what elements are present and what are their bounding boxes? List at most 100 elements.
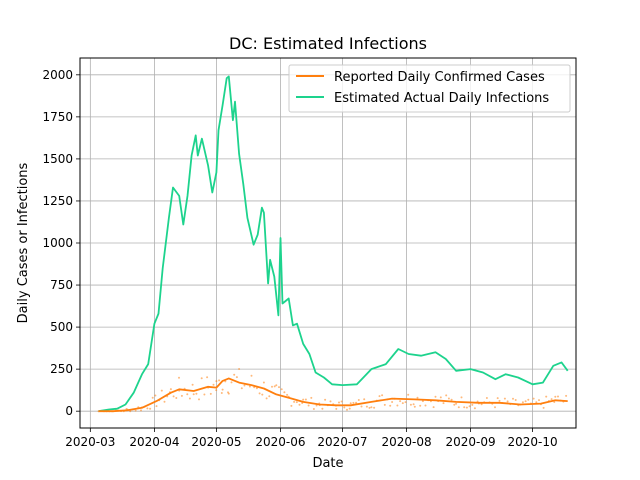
reported-daily-point	[432, 406, 435, 409]
reported-daily-point	[273, 385, 276, 388]
series-lines	[98, 75, 569, 413]
reported-daily-point	[278, 386, 280, 389]
reported-daily-point	[542, 406, 545, 409]
reported-daily-point	[514, 399, 517, 401]
reported-daily-point	[329, 400, 332, 403]
y-tick-label: 0	[65, 404, 73, 418]
reported-daily-point	[262, 381, 265, 384]
reported-daily-point	[180, 394, 183, 397]
reported-daily-point	[310, 396, 313, 399]
reported-daily-point	[191, 383, 194, 386]
y-tick-label: 2000	[42, 68, 73, 82]
x-tick-label: 2020-05	[191, 435, 241, 449]
reported-daily-point	[221, 388, 224, 391]
reported-daily-point	[465, 406, 468, 409]
reported-daily-point	[447, 397, 450, 400]
reported-daily-point	[240, 387, 243, 390]
reported-daily-point	[565, 394, 568, 397]
reported-daily-point	[340, 400, 343, 403]
reported-daily-point	[401, 402, 404, 405]
reported-daily-point	[250, 374, 253, 377]
chart-title: DC: Estimated Infections	[229, 34, 427, 53]
reported-daily-point	[290, 404, 293, 407]
reported-daily-point	[275, 384, 278, 387]
x-tick-label: 2020-07	[317, 435, 367, 449]
reported-daily-point	[434, 395, 437, 398]
reported-daily-point	[343, 406, 346, 409]
reported-daily-point	[424, 404, 427, 407]
reported-daily-point	[286, 393, 289, 396]
legend-label-estimated: Estimated Actual Daily Infections	[334, 91, 549, 106]
reported-daily-point	[321, 407, 324, 410]
reported-daily-point	[154, 394, 157, 397]
reported-daily-point	[480, 403, 483, 406]
series-line-reported	[98, 377, 568, 413]
reported-daily-point	[524, 400, 527, 403]
y-tick-label: 500	[50, 320, 73, 334]
reported-daily-point	[151, 396, 154, 399]
reported-daily-point	[218, 379, 221, 382]
reported-daily-point	[383, 403, 386, 406]
x-tick-label: 2020-06	[255, 435, 305, 449]
reported-daily-point	[349, 402, 352, 405]
reported-daily-point	[280, 388, 283, 391]
reported-daily-point	[473, 407, 476, 410]
reported-daily-point	[186, 393, 189, 396]
x-tick-label: 2020-03	[65, 435, 115, 449]
reported-daily-point	[188, 397, 191, 400]
reported-daily-point	[206, 376, 209, 379]
reported-daily-point	[298, 403, 301, 406]
reported-daily-point	[409, 403, 412, 406]
legend: Reported Daily Confirmed Cases Estimated…	[288, 64, 571, 113]
reported-daily-point	[304, 398, 307, 401]
reported-daily-point	[258, 392, 261, 395]
reported-daily-point	[365, 405, 368, 408]
reported-daily-point	[268, 395, 271, 398]
reported-daily-point	[399, 400, 402, 403]
reported-daily-point	[160, 389, 163, 392]
reported-daily-point	[335, 407, 338, 410]
reported-daily-point	[355, 401, 358, 404]
y-tick-label: 1750	[42, 110, 73, 124]
legend-box	[288, 64, 571, 113]
x-axis-label: Date	[312, 456, 343, 471]
reported-daily-point	[538, 399, 540, 402]
reported-daily-point	[348, 407, 351, 410]
reported-daily-point	[496, 397, 499, 400]
reported-daily-point	[506, 400, 509, 403]
reported-daily-point	[255, 387, 258, 390]
reported-daily-point	[243, 384, 246, 387]
reported-daily-point	[200, 377, 203, 380]
reported-daily-point	[381, 394, 384, 397]
reported-daily-point	[407, 393, 410, 396]
x-tick-label: 2020-08	[381, 435, 431, 449]
x-tick-label: 2020-10	[508, 435, 558, 449]
reported-daily-point	[535, 401, 538, 404]
reported-daily-point	[302, 398, 305, 401]
reported-daily-point	[404, 401, 407, 404]
reported-daily-point	[283, 391, 286, 394]
reported-daily-point	[352, 401, 355, 404]
reported-daily-point	[295, 401, 298, 404]
reported-daily-point	[192, 393, 195, 396]
reported-daily-point	[412, 403, 415, 406]
reported-daily-point	[545, 395, 548, 398]
reported-daily-point	[215, 380, 218, 383]
reported-daily-point	[460, 396, 463, 399]
reported-daily-point	[532, 397, 535, 400]
reported-daily-point	[203, 393, 206, 396]
reported-daily-point	[550, 398, 553, 401]
series-line-estimated	[98, 75, 569, 413]
reported-daily-point	[503, 397, 506, 400]
reported-daily-point	[178, 376, 180, 379]
reported-daily-point	[455, 402, 458, 405]
reported-daily-point	[324, 398, 327, 401]
reported-daily-point	[457, 406, 460, 409]
reported-daily-point	[416, 396, 419, 399]
reported-daily-point	[235, 376, 238, 379]
reported-daily-point	[439, 396, 442, 399]
x-tick-label: 2020-09	[446, 435, 496, 449]
y-tick-label: 1000	[42, 236, 73, 250]
reported-daily-point	[370, 406, 373, 409]
reported-daily-point	[485, 397, 488, 399]
